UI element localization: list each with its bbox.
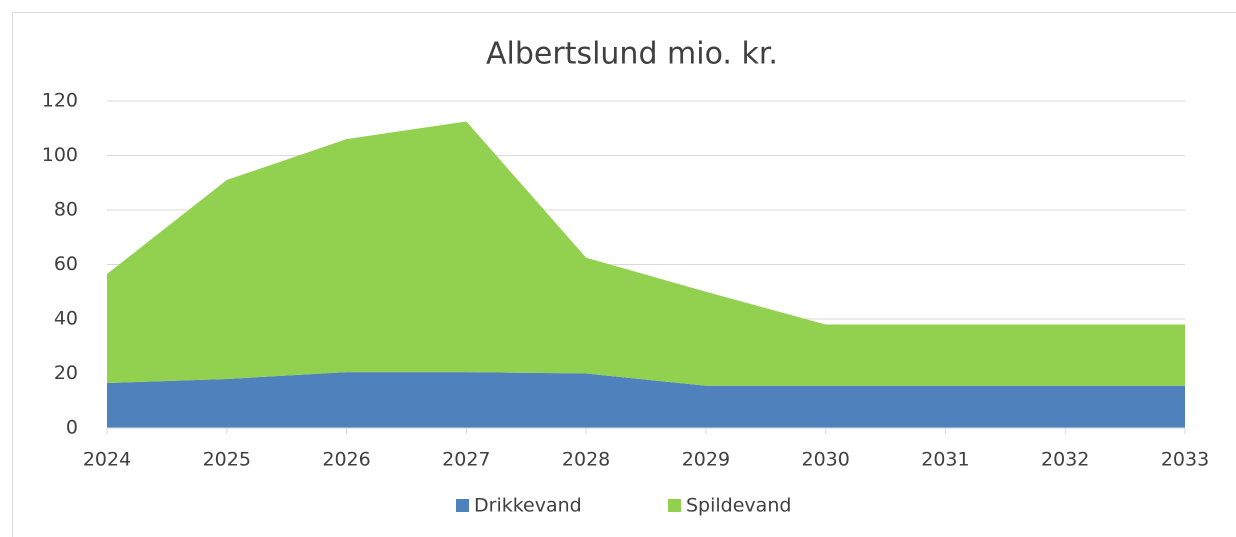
y-tick-label: 60 <box>54 253 78 275</box>
legend-label: Drikkevand <box>474 495 582 517</box>
legend-swatch <box>668 499 681 512</box>
y-tick-label: 80 <box>54 199 78 221</box>
y-tick-label: 0 <box>66 417 78 439</box>
y-tick-label: 20 <box>54 362 78 384</box>
x-tick-label: 2026 <box>322 449 370 471</box>
y-tick-label: 100 <box>42 144 78 166</box>
x-tick-label: 2032 <box>1041 449 1089 471</box>
chart-title: Albertslund mio. kr. <box>486 37 778 72</box>
x-tick-label: 2033 <box>1161 449 1209 471</box>
x-tick-label: 2028 <box>562 449 610 471</box>
x-tick-label: 2025 <box>203 449 251 471</box>
y-tick-label: 40 <box>54 308 78 330</box>
area <box>107 121 1185 386</box>
y-tick-label: 120 <box>42 90 78 112</box>
area <box>107 372 1185 428</box>
legend-label: Spildevand <box>686 495 791 517</box>
x-tick-label: 2031 <box>921 449 969 471</box>
x-tick-label: 2029 <box>682 449 730 471</box>
x-tick-label: 2030 <box>801 449 849 471</box>
x-tick-label: 2027 <box>442 449 490 471</box>
legend-swatch <box>456 499 469 512</box>
x-tick-label: 2024 <box>83 449 131 471</box>
